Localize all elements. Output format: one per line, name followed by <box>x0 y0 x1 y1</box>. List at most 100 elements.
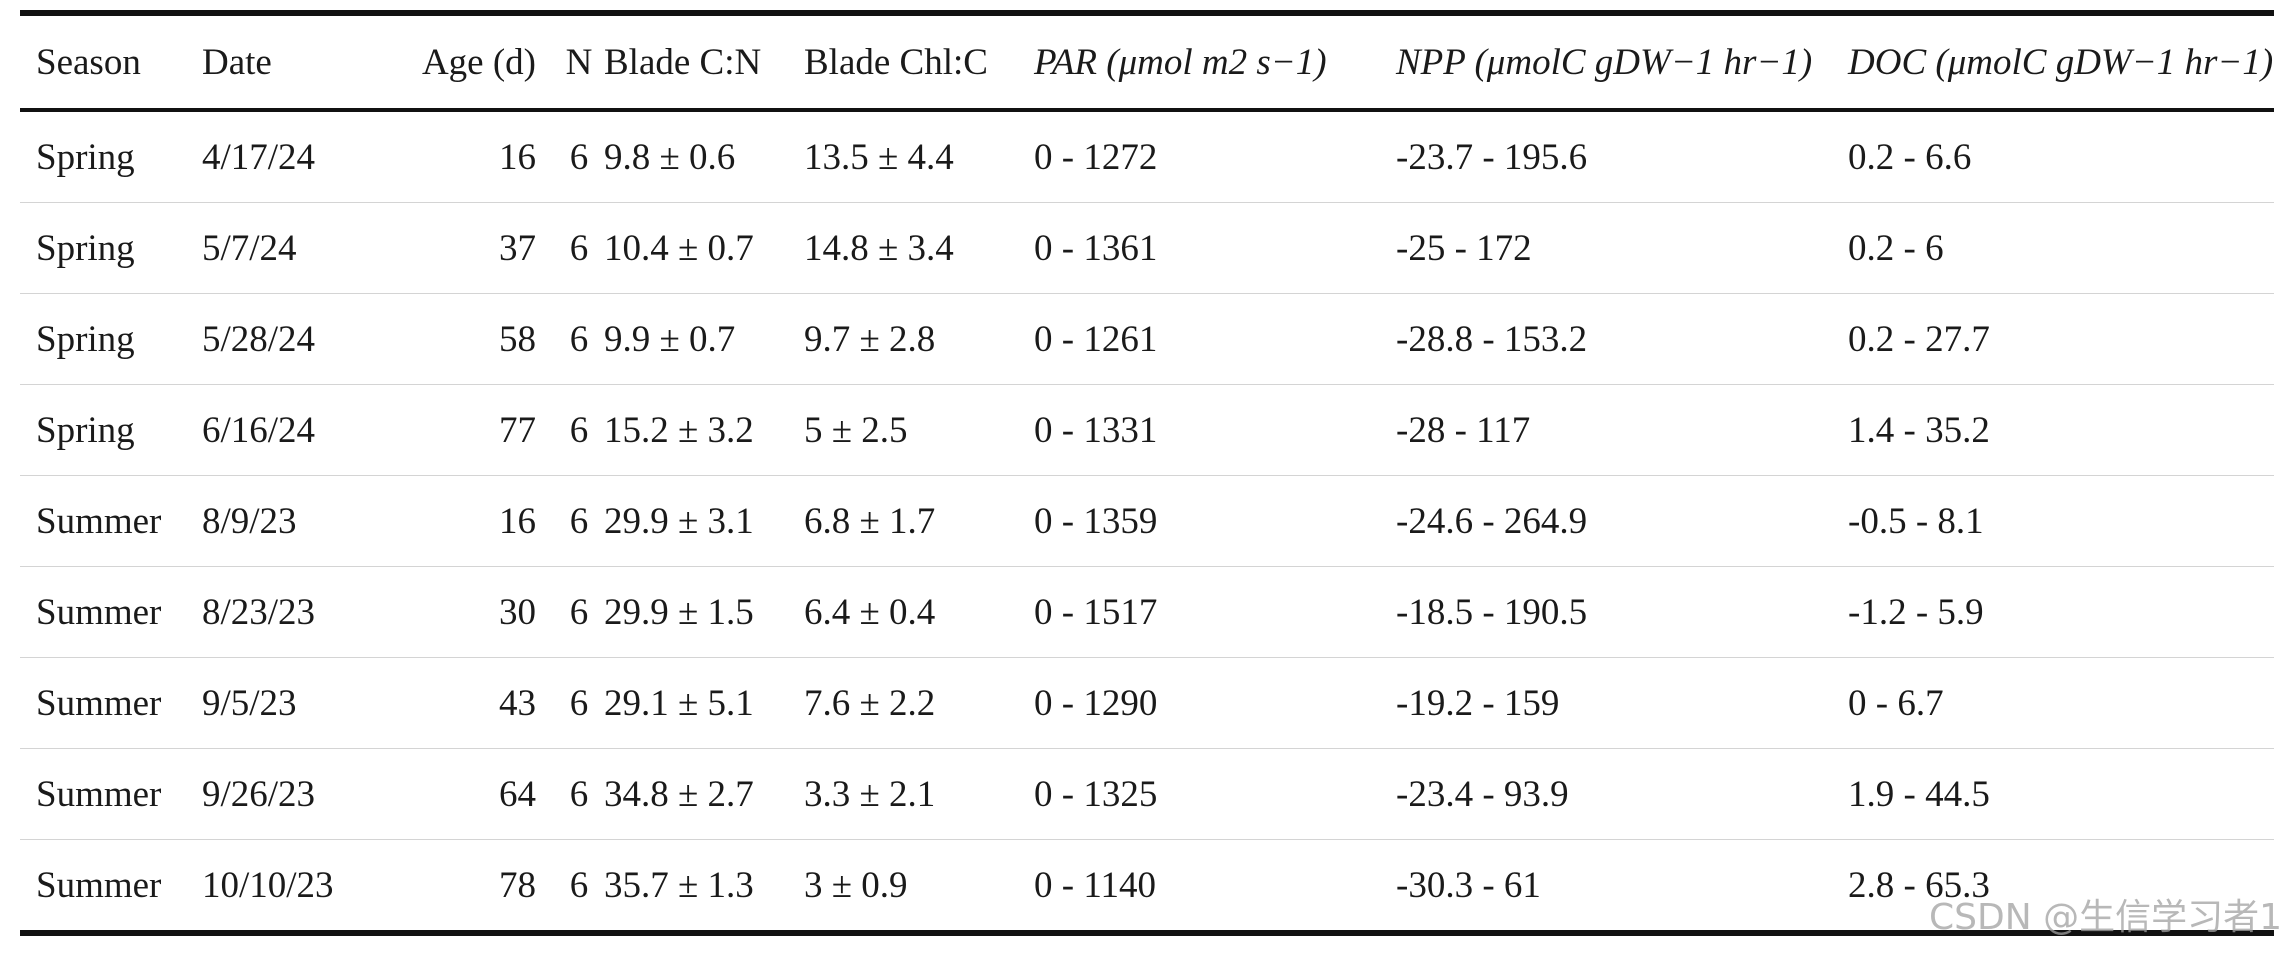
header-season: Season <box>36 41 141 83</box>
cell-n: 6 <box>554 839 604 930</box>
cell-blade-chl: 3 ± 0.9 <box>804 839 1034 930</box>
cell-par: 0 - 1361 <box>1034 202 1396 294</box>
cell-season: Summer <box>20 566 202 658</box>
cell-blade-chl: 13.5 ± 4.4 <box>804 136 954 178</box>
cell-season: Spring <box>20 293 202 385</box>
cell-age: 58 <box>370 293 554 385</box>
cell-par: 0 - 1272 <box>1034 136 1158 178</box>
header-row: Season Date Age (d) N Blade C:N Blade Ch… <box>20 16 2274 108</box>
cell-blade-cn: 10.4 ± 0.7 <box>604 202 804 294</box>
cell-season: Spring <box>20 384 202 476</box>
header-par: PAR (μmol m2 s−1) <box>1034 16 1396 108</box>
cell-npp: -24.6 - 264.9 <box>1396 475 1848 567</box>
cell-blade-chl: 3.3 ± 2.1 <box>804 748 1034 840</box>
cell-age: 77 <box>370 384 554 476</box>
header-par-label: PAR (μmol m2 s−1) <box>1034 41 1327 83</box>
cell-date: 9/26/23 <box>202 748 370 840</box>
cell-blade-chl: 6.4 ± 0.4 <box>804 566 1034 658</box>
cell-npp: -28.8 - 153.2 <box>1396 293 1848 385</box>
cell-date: 10/10/23 <box>202 839 370 930</box>
cell-date: 5/28/24 <box>202 293 370 385</box>
cell-date: 8/23/23 <box>202 566 370 658</box>
header-rule <box>20 108 2274 112</box>
cell-blade-cn: 9.9 ± 0.7 <box>604 293 804 385</box>
header-age: Age (d) <box>421 41 536 83</box>
cell-blade-cn: 35.7 ± 1.3 <box>604 839 804 930</box>
cell-doc: -0.5 - 8.1 <box>1848 475 2274 567</box>
cell-npp: -23.4 - 93.9 <box>1396 748 1848 840</box>
cell-n: 6 <box>554 566 604 658</box>
header-date: Date <box>202 41 272 83</box>
cell-age: 43 <box>370 657 554 749</box>
table-body: Spring 4/17/24 16 6 9.8 ± 0.6 13.5 ± 4.4 0 - 1… <box>20 112 2274 930</box>
header-doc: DOC (μmolC gDW−1 hr−1) <box>1848 16 2274 108</box>
table-bottom-rule <box>20 930 2274 936</box>
cell-season: Summer <box>20 475 202 567</box>
cell-date: 5/7/24 <box>202 202 370 294</box>
table-row: Spring 5/28/24 58 6 9.9 ± 0.7 9.7 ± 2.8 0 - 12… <box>20 293 2274 385</box>
cell-npp: -18.5 - 190.5 <box>1396 566 1848 658</box>
cell-par: 0 - 1517 <box>1034 566 1396 658</box>
watermark-text: CSDN @生信学习者1 <box>1929 897 2282 938</box>
cell-blade-cn: 34.8 ± 2.7 <box>604 748 804 840</box>
table-row: Spring 5/7/24 37 6 10.4 ± 0.7 14.8 ± 3.4 0 - 1… <box>20 202 2274 294</box>
table-row: Summer 9/5/23 43 6 29.1 ± 5.1 7.6 ± 2.2 0 - 12… <box>20 657 2274 749</box>
table-header: Season Date Age (d) N Blade C:N Blade Ch… <box>20 16 2274 112</box>
table-row: Summer 8/23/23 30 6 29.9 ± 1.5 6.4 ± 0.4 0 - 1… <box>20 566 2274 658</box>
cell-age: 30 <box>370 566 554 658</box>
cell-par: 0 - 1261 <box>1034 293 1396 385</box>
cell-n: 6 <box>554 293 604 385</box>
cell-blade-chl: 14.8 ± 3.4 <box>804 202 1034 294</box>
table-top-rule <box>20 10 2274 16</box>
header-npp: NPP (μmolC gDW−1 hr−1) <box>1396 16 1848 108</box>
cell-blade-chl: 6.8 ± 1.7 <box>804 475 1034 567</box>
cell-doc: 2.8 - 65.3 <box>1848 839 2274 930</box>
cell-par: 0 - 1140 <box>1034 839 1396 930</box>
cell-age: 16 <box>499 136 536 178</box>
cell-season: Summer <box>20 748 202 840</box>
table-row: Summer 8/9/23 16 6 29.9 ± 3.1 6.8 ± 1.7 0 - 13… <box>20 475 2274 567</box>
data-table-container: Season Date Age (d) N Blade C:N Blade Ch… <box>20 10 2274 936</box>
cell-age: 37 <box>370 202 554 294</box>
table-row: Summer 10/10/23 78 6 35.7 ± 1.3 3 ± 0.9 0 - 11… <box>20 839 2274 930</box>
cell-date: 4/17/24 <box>202 136 316 178</box>
cell-season: Summer <box>20 657 202 749</box>
cell-blade-chl: 5 ± 2.5 <box>804 384 1034 476</box>
cell-blade-cn: 29.1 ± 5.1 <box>604 657 804 749</box>
cell-date: 8/9/23 <box>202 475 370 567</box>
cell-date: 6/16/24 <box>202 384 370 476</box>
cell-doc: 1.9 - 44.5 <box>1848 748 2274 840</box>
header-n: N <box>565 41 593 83</box>
cell-doc: 1.4 - 35.2 <box>1848 384 2274 476</box>
cell-npp: -25 - 172 <box>1396 202 1848 294</box>
cell-npp: -23.7 - 195.6 <box>1396 136 1588 178</box>
cell-doc: 0.2 - 27.7 <box>1848 293 2274 385</box>
cell-date: 9/5/23 <box>202 657 370 749</box>
header-blade-chl: Blade Chl:C <box>804 41 988 83</box>
cell-blade-cn: 15.2 ± 3.2 <box>604 384 804 476</box>
cell-age: 64 <box>370 748 554 840</box>
table-row: Summer 9/26/23 64 6 34.8 ± 2.7 3.3 ± 2.1 0 - 1… <box>20 748 2274 840</box>
cell-n: 6 <box>554 748 604 840</box>
table-row: Spring 6/16/24 77 6 15.2 ± 3.2 5 ± 2.5 0 - 133… <box>20 384 2274 476</box>
cell-blade-cn: 9.8 ± 0.6 <box>604 136 736 178</box>
data-table: Season Date Age (d) N Blade C:N Blade Ch… <box>20 16 2274 930</box>
header-npp-label: NPP (μmolC gDW−1 hr−1) <box>1396 41 1813 83</box>
cell-season: Spring <box>20 202 202 294</box>
cell-npp: -30.3 - 61 <box>1396 839 1848 930</box>
header-doc-label: DOC (μmolC gDW−1 hr−1) <box>1848 41 2274 83</box>
header-blade-cn: Blade C:N <box>604 41 762 83</box>
table-row: Spring 4/17/24 16 6 9.8 ± 0.6 13.5 ± 4.4 0 - 1… <box>20 112 2274 203</box>
cell-doc: 0.2 - 6.6 <box>1848 136 1972 178</box>
cell-season: Spring <box>36 136 135 178</box>
cell-npp: -28 - 117 <box>1396 384 1848 476</box>
cell-par: 0 - 1325 <box>1034 748 1396 840</box>
cell-doc: 0 - 6.7 <box>1848 657 2274 749</box>
cell-age: 16 <box>370 475 554 567</box>
cell-blade-chl: 7.6 ± 2.2 <box>804 657 1034 749</box>
cell-doc: -1.2 - 5.9 <box>1848 566 2274 658</box>
cell-blade-cn: 29.9 ± 1.5 <box>604 566 804 658</box>
cell-age: 78 <box>370 839 554 930</box>
cell-blade-cn: 29.9 ± 3.1 <box>604 475 804 567</box>
cell-par: 0 - 1331 <box>1034 384 1396 476</box>
